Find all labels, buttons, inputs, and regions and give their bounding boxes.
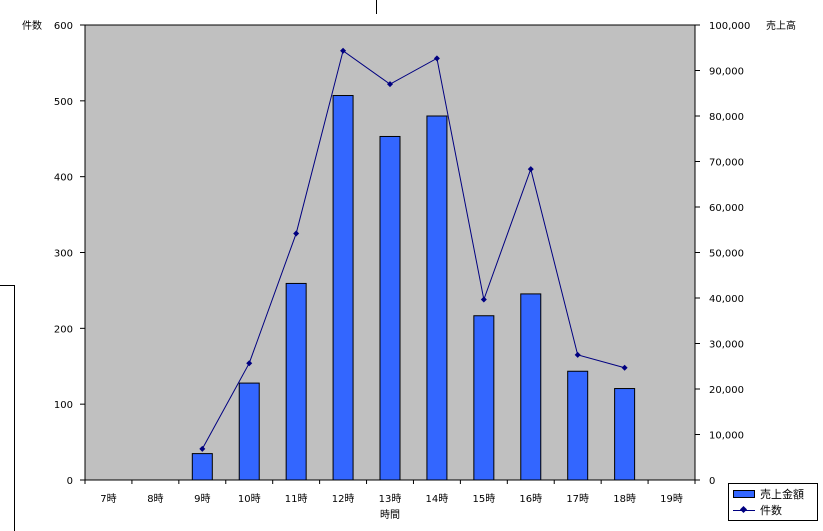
bar-2 — [191, 453, 213, 481]
left-axis-tick-label: 300 — [54, 249, 73, 260]
legend: 売上金額 件数 — [728, 483, 818, 521]
right-axis-tick-label: 90,000 — [709, 67, 744, 78]
x-axis-tick-label: 19時 — [660, 493, 683, 505]
right-axis-tick-label: 0 — [709, 476, 715, 487]
line-point-6 — [480, 296, 487, 303]
right-axis-tick-label: 40,000 — [709, 294, 744, 305]
x-axis-title: 時間 — [380, 509, 400, 521]
left-axis-title: 件数 — [22, 19, 42, 32]
bar-8 — [473, 315, 495, 481]
legend-item-line: 件数 — [733, 503, 782, 517]
legend-line-swatch — [733, 506, 755, 514]
line-point-3 — [340, 47, 347, 54]
bar-5 — [332, 95, 354, 481]
x-axis-tick-label: 13時 — [379, 493, 402, 505]
line-point-0 — [199, 445, 206, 452]
x-axis-tick-label: 12時 — [332, 493, 355, 505]
line-point-9 — [621, 364, 628, 371]
line-point-1 — [246, 360, 253, 367]
x-axis-tick-label: 11時 — [285, 493, 308, 505]
left-axis-tick-label: 500 — [54, 97, 73, 108]
line-point-7 — [527, 166, 534, 173]
x-axis-tick-label: 15時 — [472, 493, 495, 505]
line-point-5 — [433, 55, 440, 62]
x-axis-tick-label: 8時 — [147, 493, 163, 505]
right-axis-tick-label: 30,000 — [709, 340, 744, 351]
frame-vertical-divider — [14, 285, 15, 531]
right-axis-tick-label: 60,000 — [709, 203, 744, 214]
legend-item-bar: 売上金額 — [733, 487, 804, 501]
left-axis-tick-label: 0 — [67, 476, 73, 487]
right-axis-tick-label: 10,000 — [709, 431, 744, 442]
bar-11 — [614, 388, 636, 481]
x-axis-tick-label: 7時 — [100, 493, 116, 505]
x-axis-tick-label: 17時 — [566, 493, 589, 505]
legend-label-bar: 売上金額 — [760, 488, 804, 501]
x-axis-tick-label: 14時 — [426, 493, 449, 505]
frame-left-line — [0, 285, 14, 286]
left-axis-tick-label: 100 — [54, 400, 73, 411]
bar-9 — [520, 293, 542, 481]
legend-label-line: 件数 — [760, 504, 782, 517]
right-axis-title: 売上高 — [766, 19, 796, 32]
legend-bar-swatch — [733, 490, 755, 498]
left-axis-tick-label: 600 — [54, 21, 73, 32]
bar-3 — [238, 382, 260, 481]
x-axis-tick-label: 9時 — [194, 493, 210, 505]
x-axis-tick-label: 18時 — [613, 493, 636, 505]
left-axis-tick-label: 200 — [54, 324, 73, 335]
right-axis-tick-label: 70,000 — [709, 158, 744, 169]
bar-4 — [285, 282, 307, 481]
right-axis-tick-label: 20,000 — [709, 385, 744, 396]
right-axis-tick-label: 100,000 — [709, 21, 750, 32]
right-axis-tick-label: 80,000 — [709, 112, 744, 123]
line-series-path — [201, 49, 625, 450]
bar-10 — [567, 370, 589, 481]
bar-6 — [379, 135, 401, 481]
line-point-4 — [387, 81, 393, 88]
right-axis-tick-label: 50,000 — [709, 249, 744, 260]
x-axis-tick-label: 10時 — [238, 493, 261, 505]
line-point-8 — [574, 351, 581, 358]
bar-7 — [426, 115, 448, 481]
frame-top-right-line — [376, 0, 377, 14]
left-axis-tick-label: 400 — [54, 173, 73, 184]
x-axis-tick-label: 16時 — [519, 493, 542, 505]
line-point-2 — [293, 230, 300, 237]
